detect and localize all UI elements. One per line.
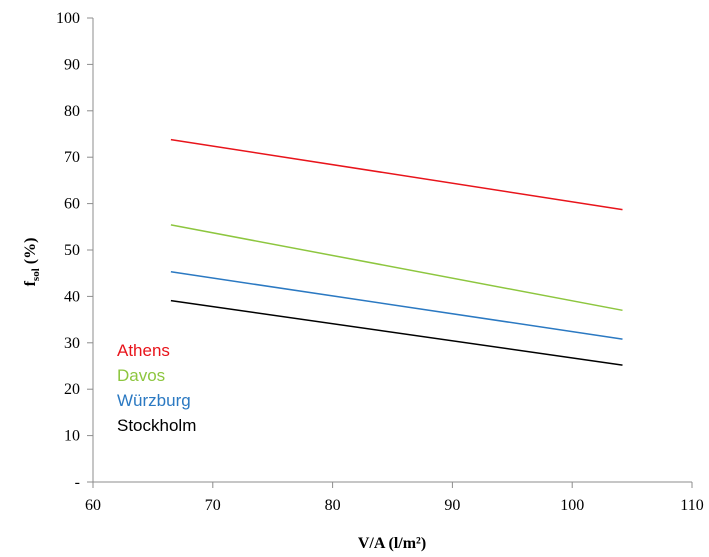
axes bbox=[92, 18, 692, 483]
y-tick-label: 10 bbox=[64, 428, 80, 445]
series-line-davos bbox=[170, 224, 623, 312]
y-tick-label: 90 bbox=[64, 56, 80, 73]
y-axis-label: fsol (%) bbox=[22, 238, 42, 287]
y-tick-label: 70 bbox=[64, 149, 80, 166]
legend-entry: Davos bbox=[117, 366, 165, 385]
x-tick-label: 60 bbox=[85, 497, 101, 514]
x-tick-label: 90 bbox=[444, 497, 460, 514]
x-tick-label: 80 bbox=[325, 497, 341, 514]
legend: Athens Davos Würzburg Stockholm bbox=[117, 341, 196, 435]
x-tick-label: 70 bbox=[205, 497, 221, 514]
x-ticks: 60 70 80 90 100 110 bbox=[85, 482, 704, 514]
series-lines bbox=[170, 138, 623, 366]
y-tick-label: 30 bbox=[64, 335, 80, 352]
y-tick-label: 80 bbox=[64, 103, 80, 120]
y-tick-label: 20 bbox=[64, 381, 80, 398]
x-tick-label: 110 bbox=[680, 497, 703, 514]
legend-entry: Athens bbox=[117, 341, 170, 360]
y-tick-label: - bbox=[75, 474, 80, 491]
series-line-athens bbox=[170, 138, 623, 211]
series-line-w-rzburg bbox=[170, 271, 623, 340]
legend-entry: Stockholm bbox=[117, 416, 196, 435]
y-tick-label: 40 bbox=[64, 288, 80, 305]
y-tick-label: 60 bbox=[64, 196, 80, 213]
legend-entry: Würzburg bbox=[117, 391, 191, 410]
y-tick-label: 100 bbox=[56, 10, 80, 27]
series-line-stockholm bbox=[170, 299, 623, 366]
x-axis-label: V/A (l/m²) bbox=[358, 535, 426, 552]
x-tick-label: 100 bbox=[560, 497, 584, 514]
y-tick-label: 50 bbox=[64, 242, 80, 259]
y-ticks: - 10 20 30 40 50 60 70 80 90 100 bbox=[56, 10, 93, 491]
